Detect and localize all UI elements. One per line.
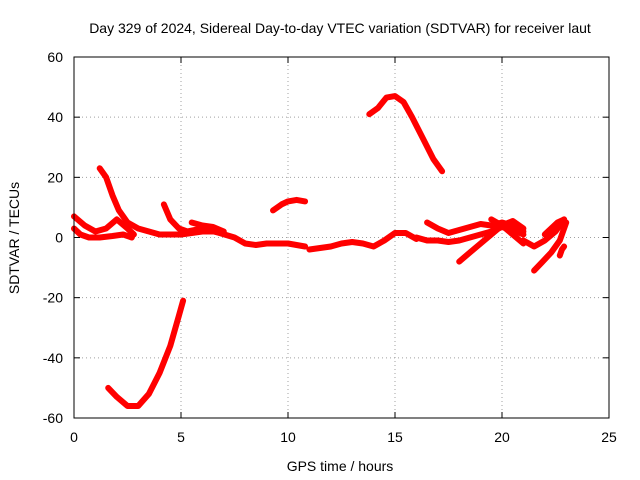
series-arc-1 [71,213,137,238]
series-arc-7 [270,196,309,214]
y-axis-label: SDTVAR / TECUs [6,182,22,294]
series-arc-6 [105,297,187,409]
series-arc-2 [71,225,135,241]
chart-title: Day 329 of 2024, Sidereal Day-to-day VTE… [89,20,591,36]
x-tick-label: 25 [601,429,617,445]
series-arc-12 [456,218,527,265]
series-arc-8 [306,230,420,253]
series-arc-15 [531,219,570,274]
series-arc-16 [541,216,568,238]
y-tick-label: 20 [47,169,63,185]
x-axis-label: GPS time / hours [287,458,394,474]
series-arc-9 [366,93,446,175]
y-tick-label: -60 [43,410,63,426]
y-tick-label: 0 [55,230,63,246]
x-tick-label: 20 [494,429,510,445]
y-tick-label: 40 [47,109,63,125]
y-tick-label: -20 [43,290,63,306]
series-arc-13 [488,216,527,247]
series-arc-4 [160,201,309,250]
series-arc-17 [556,243,568,259]
grid [74,57,609,418]
y-tick-label: 60 [47,49,63,65]
axis-ticks: 0 5 10 15 20 25 -60 -40 -20 0 20 40 60 [43,49,617,445]
x-tick-label: 10 [280,429,296,445]
x-tick-label: 0 [70,429,78,445]
y-tick-label: -40 [43,350,63,366]
data-series [71,93,570,409]
x-tick-label: 5 [177,429,185,445]
x-tick-label: 15 [387,429,403,445]
series-arc-14 [520,216,568,250]
series-arc-5 [188,219,227,235]
